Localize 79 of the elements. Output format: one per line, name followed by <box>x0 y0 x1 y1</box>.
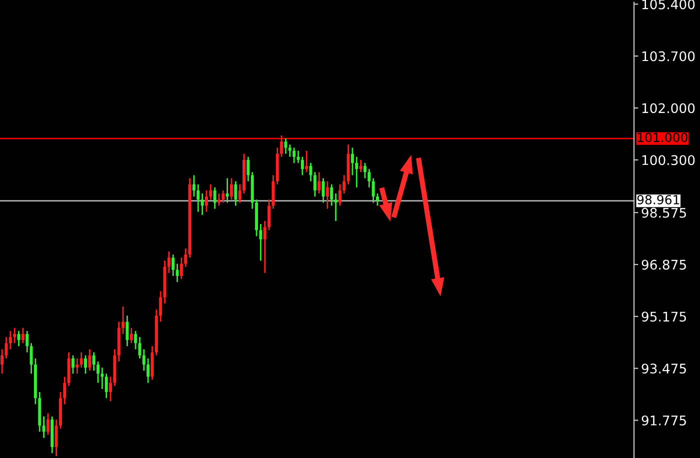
candlestick <box>363 162 366 179</box>
candlestick <box>13 327 16 344</box>
y-tick-label: 95.175 <box>642 312 686 322</box>
candlestick <box>92 352 96 372</box>
candlestick <box>204 190 208 213</box>
candlestick <box>330 184 334 206</box>
candlestick <box>350 146 354 176</box>
candlestick <box>122 306 125 335</box>
candlestick <box>338 184 342 206</box>
candlestick <box>180 256 183 280</box>
candlestick <box>30 342 33 374</box>
candlestick <box>355 156 358 188</box>
candlestick <box>130 327 133 344</box>
candlestick <box>196 184 200 213</box>
candlestick <box>146 358 150 384</box>
candlestick <box>54 418 58 457</box>
candlestick <box>213 186 216 210</box>
candlestick <box>268 198 271 231</box>
candlestick <box>226 178 229 204</box>
candlestick <box>300 156 304 176</box>
candlestick <box>263 220 266 274</box>
candlestick <box>88 348 92 372</box>
candlestick <box>313 171 316 198</box>
candlestick <box>296 150 300 164</box>
ref-line-label: 98.961 <box>637 194 680 204</box>
candlestick <box>17 330 20 347</box>
y-tick-label: 102.000 <box>642 103 695 114</box>
candlestick <box>372 178 375 204</box>
candlestick <box>104 373 108 399</box>
candlestick <box>100 366 104 390</box>
ref-line-label: 101.000 <box>638 132 688 142</box>
candlestick <box>46 412 50 436</box>
candlestick <box>184 248 188 268</box>
candlestick <box>192 174 196 198</box>
candlestick <box>222 190 225 204</box>
candlestick <box>305 150 308 173</box>
candlestick <box>200 192 204 216</box>
y-tick-label: 103.700 <box>642 51 695 62</box>
candlestick <box>318 171 321 194</box>
candlestick <box>176 263 179 283</box>
candlestick <box>142 348 146 372</box>
candlestick <box>368 168 371 188</box>
candlestick <box>309 162 312 182</box>
candlestick <box>334 192 338 222</box>
candlestick <box>71 354 74 374</box>
candlestick <box>126 314 129 347</box>
y-tick-label: 100.300 <box>642 155 695 166</box>
candlestick <box>288 144 292 158</box>
candlestick <box>246 156 250 182</box>
candlestick <box>376 192 379 206</box>
candlestick <box>109 376 112 402</box>
candlestick <box>63 376 66 405</box>
candlestick <box>209 184 212 200</box>
candlestick <box>80 352 83 368</box>
y-tick-label: 96.875 <box>642 260 686 270</box>
candlestick <box>26 330 29 354</box>
candlestick <box>238 184 242 204</box>
candlestick <box>21 327 24 344</box>
candlestick <box>84 354 88 374</box>
candlestick <box>42 416 46 439</box>
candlestick <box>292 146 296 164</box>
candlestick <box>96 360 100 384</box>
candlestick <box>234 180 238 206</box>
candlestick <box>326 180 329 210</box>
candlestick <box>322 178 325 204</box>
candlestick <box>342 174 346 194</box>
candlestick <box>280 134 284 158</box>
candlestick <box>0 348 4 374</box>
candlestick <box>172 254 175 277</box>
y-tick-label: 91.775 <box>642 416 686 426</box>
y-tick-label: 98.575 <box>642 208 686 218</box>
candlestick <box>76 358 79 374</box>
candlestick <box>359 159 362 173</box>
y-tick-label: 93.475 <box>642 364 686 374</box>
candlestick <box>159 290 162 322</box>
candlestick <box>230 178 233 200</box>
candlestick <box>259 223 262 262</box>
candlestick <box>217 192 220 206</box>
candlestick <box>284 138 288 154</box>
